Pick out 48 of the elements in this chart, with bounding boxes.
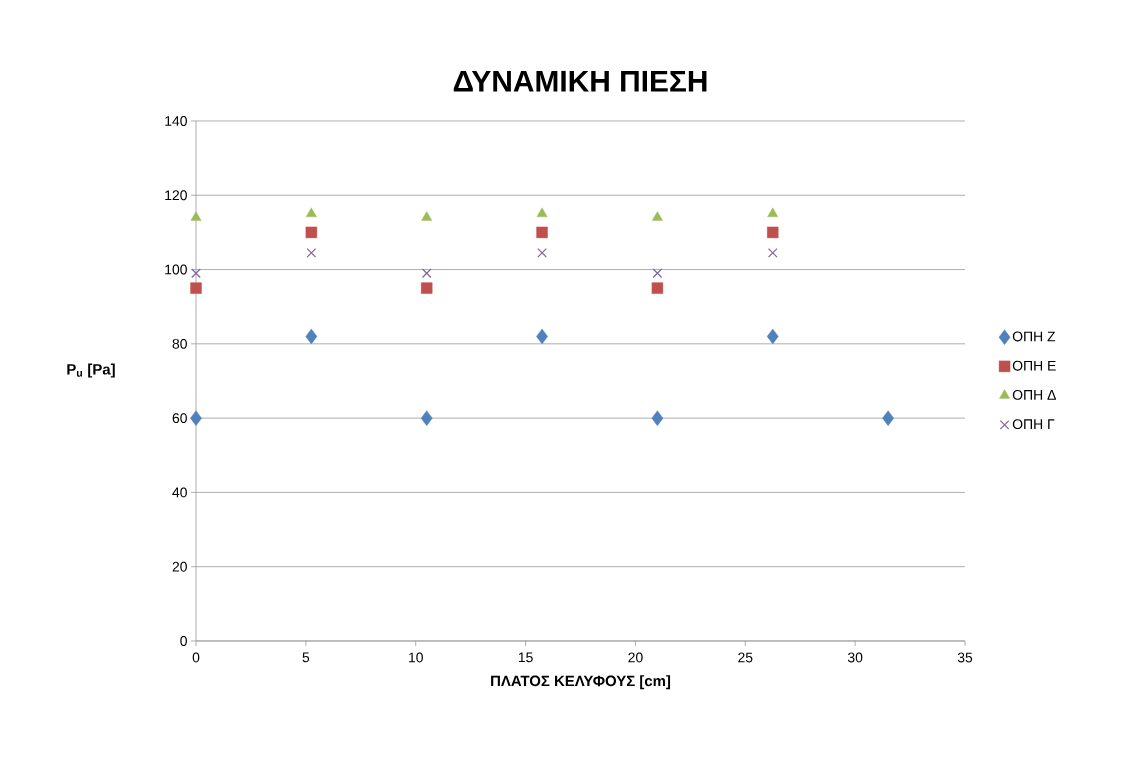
chart-title: ΔΥΝΑΜΙΚΗ ΠΙΕΣΗ xyxy=(453,70,707,92)
point xyxy=(190,410,202,426)
x-tick-label: 15 xyxy=(518,652,533,663)
x-tick-label: 0 xyxy=(192,652,200,663)
point xyxy=(651,282,664,294)
x-tick-label: 20 xyxy=(628,652,643,663)
y-tick-label: 20 xyxy=(172,561,187,572)
point xyxy=(536,207,548,218)
x-tick-label: 35 xyxy=(957,652,973,663)
point xyxy=(767,207,779,218)
point xyxy=(421,268,432,279)
point xyxy=(305,226,318,239)
point xyxy=(652,268,663,279)
point xyxy=(882,410,894,426)
y-tick-label: 0 xyxy=(180,636,187,646)
legend-label: ΟΠΗ Ζ xyxy=(1012,331,1056,342)
x-tick-label: 10 xyxy=(409,652,423,663)
point xyxy=(305,207,317,218)
point xyxy=(536,226,548,239)
y-tick-label: 140 xyxy=(165,116,187,126)
x-tick-label: 5 xyxy=(302,652,310,663)
point xyxy=(766,328,779,345)
point xyxy=(191,268,201,279)
point xyxy=(651,410,664,426)
x-axis-title: ΠΛΑΤΟΣ ΚΕΛΥΦΟΥΣ [cm] xyxy=(491,675,671,690)
y-tick-label: 80 xyxy=(172,338,187,349)
point xyxy=(420,410,433,426)
y-tick-label: 120 xyxy=(165,190,187,201)
point xyxy=(767,248,778,258)
point xyxy=(652,211,663,221)
legend-label: ΟΠΗ Δ xyxy=(1012,389,1056,400)
point xyxy=(190,211,202,221)
point xyxy=(536,328,548,345)
point xyxy=(305,328,318,345)
x-tick-label: 25 xyxy=(738,652,753,663)
point xyxy=(306,248,317,258)
point xyxy=(190,282,202,294)
point xyxy=(421,282,433,294)
point xyxy=(767,226,779,239)
point xyxy=(421,211,433,221)
legend-label: ΟΠΗ Ε xyxy=(1012,360,1056,371)
point xyxy=(537,248,547,258)
y-tick-label: 100 xyxy=(165,264,187,275)
y-tick-label: 40 xyxy=(172,487,187,498)
legend-label: ΟΠΗ Γ xyxy=(1012,419,1055,430)
y-axis-title: P$_{u}$ [Pa] xyxy=(67,363,115,378)
x-tick-label: 30 xyxy=(847,652,863,663)
y-tick-label: 60 xyxy=(172,413,187,424)
